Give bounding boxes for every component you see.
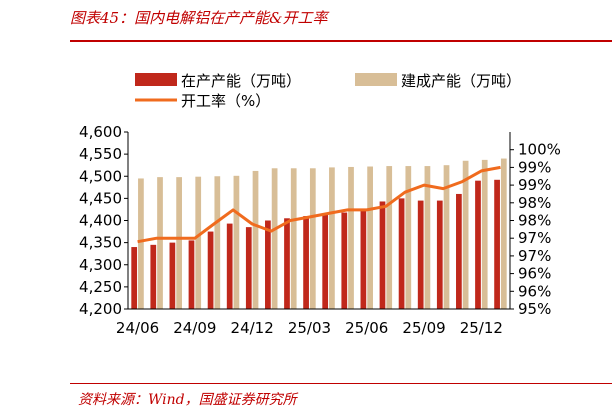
- bar-built-capacity: [290, 168, 297, 309]
- y-left-tick-label: 4,400: [79, 212, 122, 230]
- bar-in-production: [436, 200, 443, 309]
- x-tick-label: 24/06: [116, 319, 159, 337]
- bar-in-production: [284, 218, 290, 309]
- y-left-tick-label: 4,300: [79, 256, 122, 274]
- bar-built-capacity: [348, 166, 354, 309]
- x-tick-label: 25/09: [402, 319, 445, 337]
- legend-label: 在产产能（万吨）: [181, 72, 301, 90]
- bar-in-production: [494, 179, 500, 309]
- x-tick-label: 24/09: [173, 319, 216, 337]
- y-right-tick-label: 96%: [518, 265, 551, 283]
- bar-in-production: [456, 193, 462, 309]
- chart-title: 图表45：国内电解铝在产产能&开工率: [70, 9, 328, 27]
- bar-built-capacity: [405, 166, 412, 309]
- y-left-tick-label: 4,200: [79, 300, 122, 318]
- bar-in-production: [379, 201, 386, 309]
- title-divider: [70, 40, 612, 42]
- y-left-tick-label: 4,450: [79, 189, 122, 207]
- bar-built-capacity: [386, 166, 393, 309]
- bar-in-production: [226, 223, 233, 309]
- y-right-tick-label: 99%: [518, 176, 551, 194]
- y-right-tick-label: 100%: [518, 141, 561, 159]
- bar-built-capacity: [157, 177, 163, 309]
- x-tick-label: 25/12: [460, 319, 503, 337]
- bar-built-capacity: [252, 170, 259, 309]
- y-right-tick-label: 98%: [518, 194, 551, 212]
- bar-built-capacity: [329, 167, 335, 309]
- y-right-tick-label: 96%: [518, 282, 551, 300]
- bar-in-production: [303, 216, 309, 309]
- bar-built-capacity: [500, 158, 507, 309]
- bar-built-capacity: [138, 178, 144, 309]
- bar-built-capacity: [443, 165, 450, 309]
- bar-built-capacity: [195, 176, 202, 309]
- y-left-tick-label: 4,500: [79, 167, 122, 185]
- y-left-tick-label: 4,600: [79, 123, 122, 141]
- source-divider: [70, 383, 612, 384]
- y-right-tick-label: 97%: [518, 229, 551, 247]
- bar-in-production: [322, 213, 329, 309]
- bar-built-capacity: [271, 168, 278, 309]
- x-tick-label: 25/06: [345, 319, 388, 337]
- legend-label: 开工率（%）: [181, 92, 270, 110]
- bar-in-production: [245, 227, 252, 309]
- y-right-tick-label: 99%: [518, 158, 551, 176]
- bar-in-production: [398, 198, 405, 309]
- bar-in-production: [188, 240, 195, 309]
- bar-in-production: [360, 209, 367, 309]
- bar-in-production: [150, 244, 157, 309]
- bar-built-capacity: [424, 166, 431, 309]
- bar-built-capacity: [481, 159, 488, 309]
- bar-in-production: [207, 231, 214, 309]
- y-right-tick-label: 95%: [518, 300, 551, 318]
- x-tick-label: 24/12: [231, 319, 274, 337]
- y-left-tick-label: 4,250: [79, 278, 122, 296]
- source-note: 资料来源：Wind，国盛证券研究所: [78, 392, 297, 408]
- legend-swatch-in-production: [135, 73, 177, 86]
- x-tick-label: 25/03: [288, 319, 331, 337]
- bar-in-production: [341, 212, 348, 309]
- y-right-tick-label: 97%: [518, 247, 551, 265]
- bar-in-production: [475, 180, 481, 309]
- y-left-tick-label: 4,550: [79, 145, 122, 163]
- legend-label: 建成产能（万吨）: [401, 72, 521, 90]
- bar-built-capacity: [367, 166, 373, 309]
- bar-built-capacity: [214, 176, 221, 309]
- bar-built-capacity: [309, 168, 316, 309]
- bar-in-production: [169, 242, 176, 309]
- legend-swatch-built-capacity: [355, 73, 397, 86]
- bar-in-production: [131, 247, 138, 309]
- y-right-tick-label: 98%: [518, 212, 551, 230]
- bar-built-capacity: [462, 160, 469, 309]
- bar-in-production: [417, 200, 424, 309]
- bar-built-capacity: [176, 177, 182, 309]
- utilization-rate-line: [137, 165, 501, 244]
- bar-built-capacity: [233, 175, 240, 309]
- y-left-tick-label: 4,350: [79, 234, 122, 252]
- bar-in-production: [265, 220, 271, 309]
